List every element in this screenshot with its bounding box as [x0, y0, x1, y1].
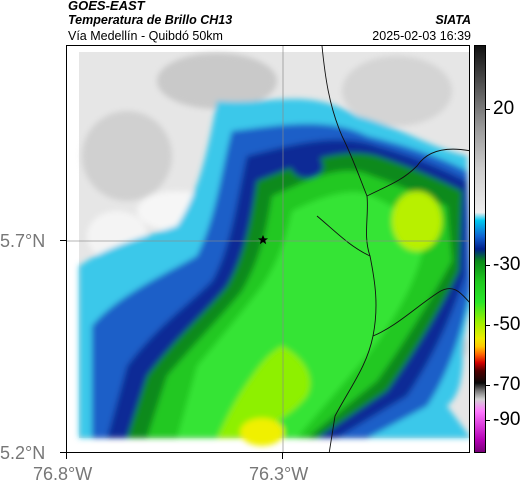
colorbar-label: -30 — [493, 254, 521, 275]
latitude-tick — [60, 452, 66, 453]
colorbar-tick — [486, 385, 490, 386]
colorbar — [474, 45, 486, 453]
star-icon — [258, 235, 268, 245]
colorbar-label: 20 — [493, 98, 515, 119]
colorbar-tick — [486, 325, 490, 326]
colorbar-label: -50 — [493, 314, 521, 335]
route-label: Vía Medellín - Quibdó 50km — [68, 29, 223, 43]
product-subtitle: Temperatura de Brillo CH13 — [68, 13, 233, 27]
map-svg — [67, 46, 469, 452]
timestamp-label: 2025-02-03 16:39 — [372, 29, 471, 43]
latitude-label: 5.7°N — [0, 231, 46, 251]
satellite-map — [66, 45, 470, 453]
graticule — [67, 46, 469, 452]
coastline-borders — [316, 46, 469, 452]
latitude-label: 5.2°N — [0, 443, 46, 463]
colorbar-tick — [486, 420, 490, 421]
colorbar-label: -70 — [493, 374, 521, 395]
org-label: SIATA — [435, 13, 471, 27]
colorbar-label: -90 — [493, 409, 521, 430]
latitude-tick — [60, 240, 66, 241]
longitude-label: 76.8°W — [33, 464, 93, 484]
brightness-field — [79, 52, 469, 446]
colorbar-tick — [486, 109, 490, 110]
longitude-label: 76.3°W — [249, 464, 309, 484]
longitude-tick — [282, 453, 283, 459]
longitude-tick — [66, 453, 67, 459]
colorbar-tick — [486, 265, 490, 266]
product-title: GOES-EAST — [68, 0, 145, 13]
